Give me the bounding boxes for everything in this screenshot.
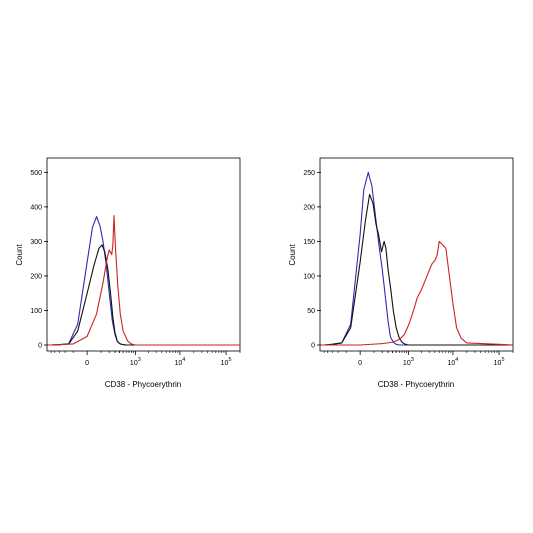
y-tick-label: 200: [303, 204, 315, 211]
x-tick-exponent: 5: [228, 357, 231, 363]
series-layer: [48, 214, 240, 346]
histogram-series-0: [321, 171, 513, 346]
x-tick-label: 105: [221, 357, 232, 367]
y-tick-label: 200: [30, 273, 42, 280]
x-axis-label: CD38 - Phycoerythrin: [105, 380, 181, 389]
series-layer: [321, 171, 514, 346]
x-tick-label: 105: [494, 357, 505, 367]
y-tick-label: 50: [307, 308, 315, 315]
y-tick-label: 100: [30, 308, 42, 315]
histogram-series-2: [48, 214, 240, 346]
axes: 0 50 100 150 200 250 0 103 104 105: [303, 170, 514, 367]
plot-frame: [46, 157, 241, 352]
x-tick-exponent: 4: [455, 357, 458, 363]
histogram-series-0: [48, 216, 240, 346]
y-tick-label: 250: [303, 170, 315, 177]
y-tick-label: 100: [303, 273, 315, 280]
y-axis-label: Count: [15, 244, 24, 266]
x-tick-exponent: 4: [182, 357, 185, 363]
histogram-series-1: [48, 244, 240, 346]
y-tick-label: 0: [311, 343, 315, 350]
histogram-series-2: [321, 240, 514, 346]
y-tick-label: 400: [30, 204, 42, 211]
histogram-panel-right: 0 50 100 150 200 250 0 103 104 105 Count CD38 - P…: [288, 157, 514, 389]
x-tick-exponent: 5: [501, 357, 504, 363]
histogram-series-1: [321, 193, 513, 346]
x-tick-exponent: 3: [138, 357, 141, 363]
x-tick-label: 0: [85, 360, 89, 367]
histogram-panel-left: 0 100 200 300 400 500 0 103 104 105 Count CD38 - …: [15, 157, 241, 389]
y-tick-label: 0: [38, 343, 42, 350]
x-tick-label: 104: [448, 357, 459, 367]
axes: 0 100 200 300 400 500 0 103 104 105: [30, 170, 241, 367]
y-tick-label: 150: [303, 239, 315, 246]
x-tick-label: 104: [175, 357, 186, 367]
x-tick-exponent: 3: [411, 357, 414, 363]
y-axis-label: Count: [288, 244, 297, 266]
y-tick-label: 300: [30, 239, 42, 246]
y-tick-label: 500: [30, 170, 42, 177]
x-tick-label: 103: [403, 357, 414, 367]
x-tick-label: 103: [130, 357, 141, 367]
x-tick-label: 0: [358, 360, 362, 367]
x-axis-label: CD38 - Phycoerythrin: [378, 380, 454, 389]
plot-frame: [319, 157, 514, 352]
